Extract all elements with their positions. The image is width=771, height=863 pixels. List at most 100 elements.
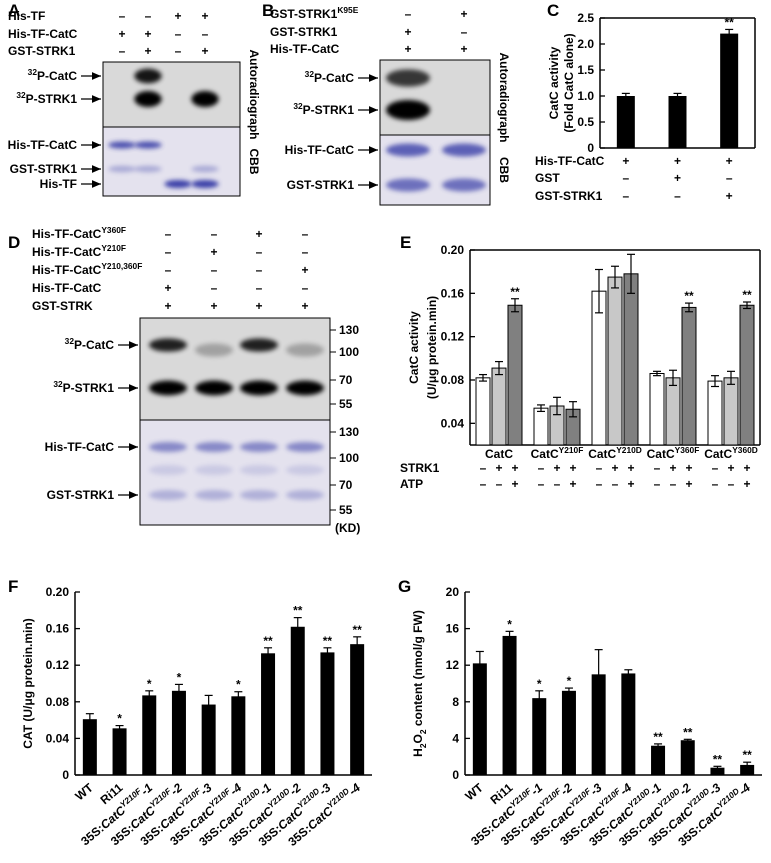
error-bar	[673, 92, 682, 100]
condition-sign: –	[554, 477, 561, 491]
condition-label: His-TF-CatC	[535, 154, 605, 168]
y-axis-title: (U/μg protein.min)	[425, 296, 439, 399]
band	[286, 343, 324, 357]
condition-sign: +	[553, 461, 560, 475]
text-part: H	[411, 748, 425, 757]
condition-sign: +	[685, 461, 692, 475]
condition-sign: –	[480, 477, 487, 491]
bar	[720, 33, 739, 148]
bar	[290, 626, 305, 775]
side-label: Autoradiograph	[497, 53, 511, 143]
text-part: content (nmol/g FW)	[411, 610, 425, 729]
significance: *	[117, 712, 122, 726]
text-part: 32	[305, 69, 315, 79]
condition-sign: +	[727, 461, 734, 475]
error-bar	[595, 268, 603, 314]
error-bar	[621, 92, 630, 100]
band	[240, 490, 278, 500]
text-part: P-CatC	[37, 69, 77, 83]
marker-label: 100	[339, 345, 359, 359]
y-axis-title: CatC activity	[407, 311, 421, 384]
condition-label: ATP	[400, 477, 423, 491]
condition-label: GST-STRK1	[270, 25, 338, 39]
band	[108, 165, 136, 173]
text-part: 32	[65, 336, 75, 346]
band-label: His-TF-CatC	[8, 138, 78, 152]
text-part: K95E	[337, 5, 358, 15]
bar	[707, 380, 723, 446]
bar	[665, 377, 681, 446]
condition-label: His-TF	[8, 9, 45, 23]
condition-sign: –	[165, 263, 172, 277]
condition-sign: +	[669, 461, 676, 475]
bar	[112, 728, 127, 775]
band-label: His-TF	[40, 177, 77, 191]
condition-sign: +	[404, 42, 411, 56]
error-bar	[624, 669, 633, 678]
band	[442, 178, 486, 192]
condition-sign: +	[674, 154, 681, 168]
autoradiograph	[139, 317, 331, 421]
bar	[502, 635, 517, 775]
condition-sign: +	[495, 461, 502, 475]
significance: *	[507, 617, 512, 631]
band-label: His-TF-CatC	[45, 440, 115, 454]
condition-sign: –	[480, 461, 487, 475]
significance: **	[742, 748, 752, 762]
condition-sign: –	[496, 477, 503, 491]
significance: *	[537, 677, 542, 691]
x-tick-label: CatCY210D	[588, 445, 642, 461]
error-bar	[569, 401, 577, 418]
text-part: His-TF-CatC	[32, 245, 102, 259]
bar	[651, 745, 666, 775]
band	[149, 442, 187, 452]
side-label: CBB	[497, 157, 511, 183]
significance: **	[724, 15, 734, 29]
bar	[171, 690, 186, 775]
band	[134, 165, 162, 173]
significance: **	[713, 752, 723, 766]
panel-label: G	[398, 577, 411, 596]
band	[134, 141, 162, 149]
error-bar	[564, 687, 573, 695]
error-bar	[204, 694, 213, 715]
error-bar	[234, 691, 243, 702]
band	[195, 442, 233, 452]
significance: *	[147, 677, 152, 691]
band	[191, 165, 219, 173]
condition-sign: –	[145, 9, 152, 23]
condition-sign: –	[256, 245, 263, 259]
bar	[668, 96, 687, 148]
band	[240, 338, 278, 352]
band	[149, 380, 187, 396]
band-label: 32P-CatC	[65, 336, 115, 352]
error-bar	[654, 743, 663, 749]
band	[286, 490, 324, 500]
condition-label: GST	[535, 171, 560, 185]
y-tick-label: 8	[452, 695, 459, 709]
panel-label: B	[262, 1, 274, 20]
band-label: His-TF-CatC	[285, 143, 355, 157]
y-tick-label: 0.12	[46, 658, 70, 672]
condition-sign: +	[144, 44, 151, 58]
condition-sign: –	[712, 477, 719, 491]
bar	[621, 673, 636, 775]
error-bar	[353, 636, 362, 653]
band	[149, 465, 187, 475]
condition-sign: –	[211, 281, 218, 295]
significance: *	[177, 670, 182, 684]
condition-sign: +	[460, 42, 467, 56]
condition-sign: +	[164, 281, 171, 295]
condition-sign: +	[301, 263, 308, 277]
condition-sign: +	[622, 154, 629, 168]
marker-label: 130	[339, 323, 359, 337]
error-bar	[323, 647, 332, 658]
text-part: 32	[53, 379, 63, 389]
band	[386, 100, 430, 120]
condition-sign: +	[118, 27, 125, 41]
x-tick-label: CatC	[485, 447, 513, 461]
marker-label: 100	[339, 451, 359, 465]
condition-sign: –	[119, 44, 126, 58]
text-part: 2	[418, 743, 428, 748]
y-tick-label: 1.0	[577, 89, 594, 103]
